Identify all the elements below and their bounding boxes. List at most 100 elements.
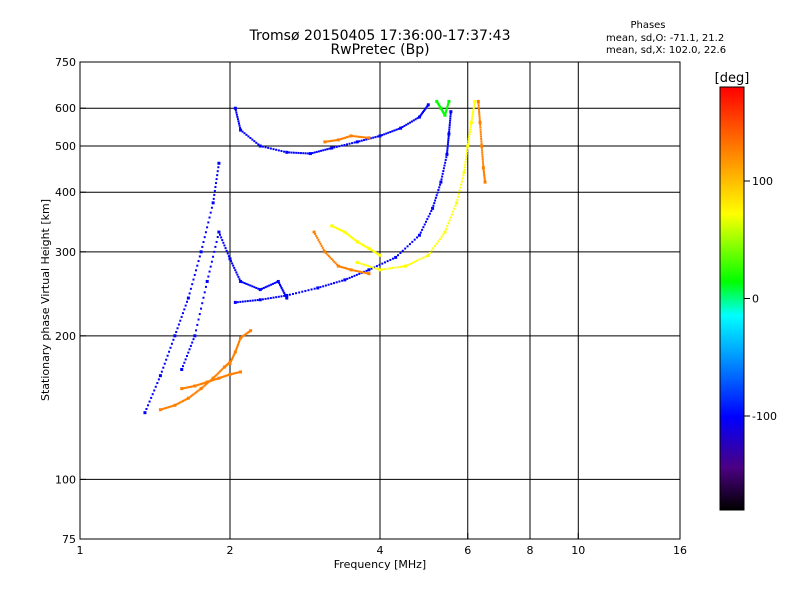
- data-point: [210, 379, 213, 382]
- data-point: [355, 260, 359, 264]
- data-point: [217, 161, 221, 165]
- data-point: [216, 174, 219, 177]
- data-point: [442, 167, 445, 170]
- data-point: [375, 265, 378, 268]
- data-point: [213, 378, 216, 381]
- data-point: [393, 129, 396, 132]
- data-point: [419, 231, 422, 234]
- data-point: [466, 150, 469, 153]
- data-point: [212, 197, 215, 200]
- data-point: [469, 126, 472, 129]
- data-point: [245, 282, 248, 285]
- data-point: [307, 152, 310, 155]
- data-point: [445, 108, 448, 111]
- data-point: [160, 370, 163, 373]
- data-point: [345, 136, 348, 139]
- data-point: [355, 240, 359, 244]
- y-tick-label: 75: [62, 533, 76, 546]
- data-point: [220, 369, 223, 372]
- data-point: [483, 172, 486, 175]
- data-point: [432, 204, 435, 207]
- data-point: [205, 380, 209, 384]
- data-point: [447, 139, 450, 142]
- axis-ticks: 1 2 4 6 8 10 16 75 100 200 300 400 500 600 750: [55, 56, 687, 557]
- data-point: [383, 261, 386, 264]
- data-point: [347, 135, 350, 138]
- data-point: [323, 140, 327, 144]
- data-point: [366, 136, 369, 139]
- data-point: [401, 265, 404, 268]
- data-point: [449, 112, 452, 115]
- data-point: [446, 151, 449, 154]
- data-point: [258, 144, 262, 148]
- data-point: [466, 144, 470, 148]
- phases-line-x: mean, sd,X: 102.0, 22.6: [606, 45, 726, 56]
- data-point: [233, 372, 236, 375]
- data-point: [385, 132, 388, 135]
- data-point: [207, 221, 210, 224]
- data-point: [237, 275, 240, 278]
- data-point: [236, 371, 239, 374]
- data-point: [365, 269, 368, 272]
- data-point: [478, 117, 481, 120]
- data-point: [450, 213, 453, 216]
- data-point: [246, 300, 249, 303]
- data-point: [339, 229, 342, 232]
- data-point: [264, 297, 267, 300]
- data-point: [183, 387, 186, 390]
- data-point: [401, 126, 404, 129]
- data-point: [364, 136, 367, 139]
- data-point: [272, 296, 275, 299]
- data-point: [412, 119, 415, 122]
- data-point: [465, 152, 468, 155]
- data-point: [342, 137, 345, 140]
- data-point: [483, 176, 486, 179]
- data-point: [184, 358, 187, 361]
- data-point: [421, 228, 424, 231]
- data-point: [236, 118, 239, 121]
- data-point: [251, 299, 254, 302]
- data-point: [342, 266, 345, 269]
- data-point: [394, 255, 398, 259]
- data-point: [318, 240, 321, 243]
- data-point: [180, 315, 183, 318]
- data-point: [480, 140, 483, 143]
- data-point: [333, 260, 336, 263]
- data-point: [406, 264, 409, 267]
- data-point: [168, 350, 171, 353]
- data-point: [421, 112, 424, 115]
- data-point: [320, 149, 323, 152]
- data-point: [168, 406, 171, 409]
- data-point: [221, 376, 224, 379]
- data-point: [449, 115, 452, 118]
- data-point: [415, 259, 418, 262]
- data-point: [191, 283, 194, 286]
- y-axis-label: Stationary phase Virtual Height [km]: [39, 199, 52, 401]
- data-point: [399, 251, 402, 254]
- data-point: [463, 168, 466, 171]
- data-point: [336, 264, 340, 268]
- data-point: [482, 162, 485, 165]
- data-point: [232, 372, 235, 375]
- data-point: [386, 267, 389, 270]
- grid-lines: [80, 62, 680, 539]
- data-point: [193, 273, 196, 276]
- data-point: [443, 113, 447, 117]
- data-point: [359, 270, 362, 273]
- y-tick-label: 200: [55, 330, 76, 343]
- data-point: [213, 189, 216, 192]
- data-point: [313, 151, 316, 154]
- data-point: [338, 280, 341, 283]
- data-point: [285, 293, 289, 297]
- data-point: [176, 402, 179, 405]
- data-point: [369, 265, 372, 268]
- data-point: [480, 137, 483, 140]
- data-point: [471, 115, 474, 118]
- data-point: [468, 135, 471, 138]
- data-point: [189, 385, 192, 388]
- data-point: [448, 219, 451, 222]
- data-point: [372, 266, 375, 269]
- data-point: [223, 375, 226, 378]
- data-point: [467, 142, 470, 145]
- data-point: [170, 342, 173, 345]
